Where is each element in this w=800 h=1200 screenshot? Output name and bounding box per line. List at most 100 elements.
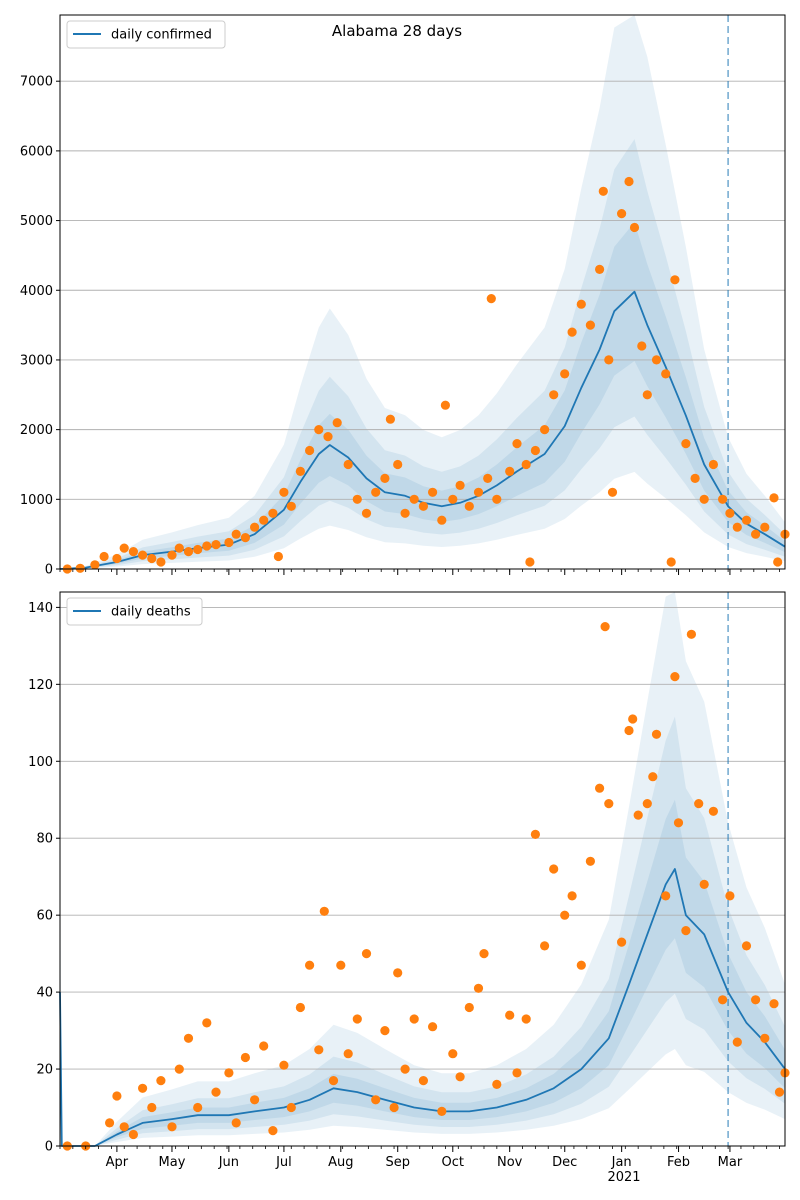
deaths-point bbox=[585, 856, 596, 866]
confirmed-y-tick-label: 7000 bbox=[20, 75, 53, 90]
confirmed-point bbox=[540, 425, 550, 435]
deaths-point bbox=[437, 1106, 447, 1116]
deaths-point bbox=[138, 1083, 148, 1093]
deaths-point bbox=[530, 829, 541, 840]
deaths-y-tick-label: 0 bbox=[45, 1140, 53, 1155]
deaths-x-tick-label: Feb bbox=[667, 1155, 690, 1170]
deaths-point bbox=[389, 1102, 399, 1113]
deaths-point bbox=[661, 891, 671, 901]
confirmed-point bbox=[624, 176, 634, 187]
deaths-point bbox=[409, 1014, 419, 1024]
deaths-axes-frame bbox=[59, 591, 786, 1147]
confirmed-point bbox=[751, 529, 761, 539]
confirmed-point bbox=[295, 466, 305, 476]
deaths-point bbox=[492, 1079, 502, 1089]
confirmed-point bbox=[661, 369, 671, 379]
deaths-point bbox=[774, 1087, 785, 1097]
deaths-y-tick-label: 80 bbox=[36, 832, 53, 847]
deaths-point bbox=[464, 1002, 474, 1013]
confirmed-point bbox=[448, 494, 458, 504]
deaths-point bbox=[694, 799, 704, 809]
deaths-point bbox=[361, 949, 372, 959]
confirmed-points bbox=[62, 176, 790, 574]
confirmed-point bbox=[760, 522, 770, 532]
confirmed-point bbox=[567, 327, 577, 337]
deaths-points bbox=[62, 622, 790, 1151]
confirmed-point bbox=[486, 294, 496, 304]
deaths-point bbox=[718, 995, 728, 1005]
confirmed-point bbox=[741, 515, 752, 525]
deaths-y-tick-label: 120 bbox=[28, 678, 53, 693]
confirmed-point bbox=[560, 369, 570, 379]
deaths-point bbox=[279, 1060, 289, 1070]
deaths-point bbox=[202, 1018, 212, 1028]
deaths-x-tick-label: Mar bbox=[718, 1155, 743, 1170]
deaths-point bbox=[371, 1095, 381, 1105]
confirmed-point bbox=[352, 494, 362, 504]
confirmed-point bbox=[773, 557, 783, 567]
deaths-band-2 bbox=[60, 799, 785, 1146]
confirmed-y-ticks: 0 1000 2000 3000 4000 5000 6000 7000 bbox=[20, 75, 60, 578]
confirmed-point bbox=[231, 529, 241, 539]
deaths-point bbox=[576, 960, 586, 970]
confirmed-point bbox=[492, 494, 502, 504]
confirmed-point bbox=[211, 540, 221, 550]
deaths-line bbox=[59, 868, 786, 1147]
confirmed-point bbox=[607, 487, 618, 497]
deaths-uncertainty-bands bbox=[60, 592, 785, 1146]
confirmed-legend: daily confirmed bbox=[66, 20, 226, 49]
deaths-x-tick-label: Jul bbox=[275, 1155, 292, 1170]
deaths-point bbox=[343, 1049, 353, 1059]
deaths-point bbox=[505, 1010, 515, 1020]
deaths-x-ticks: Apr May Jun Jul Aug Sep Oct Nov Dec Jan Feb Mar bbox=[59, 1146, 780, 1170]
deaths-point bbox=[633, 810, 643, 820]
confirmed-y-tick-label: 4000 bbox=[20, 284, 53, 299]
deaths-point bbox=[628, 714, 638, 724]
confirmed-point bbox=[273, 551, 283, 562]
confirmed-point bbox=[305, 445, 315, 456]
deaths-point bbox=[473, 983, 484, 993]
confirmed-point bbox=[361, 508, 372, 518]
confirmed-point bbox=[90, 560, 100, 570]
confirmed-y-tick-label: 0 bbox=[45, 563, 53, 578]
deaths-point bbox=[648, 772, 658, 782]
confirmed-point bbox=[183, 547, 194, 557]
deaths-point bbox=[305, 960, 315, 970]
deaths-y-tick-label: 140 bbox=[28, 601, 53, 616]
deaths-point bbox=[455, 1072, 465, 1082]
confirmed-point bbox=[202, 541, 212, 551]
confirmed-panel: 0 1000 2000 3000 4000 5000 6000 7000 Alabama 28… bbox=[20, 14, 790, 578]
deaths-point bbox=[314, 1045, 324, 1055]
deaths-point bbox=[741, 941, 752, 951]
confirmed-gridlines bbox=[60, 80, 785, 500]
confirmed-point bbox=[440, 400, 450, 410]
confirmed-point bbox=[595, 264, 605, 274]
deaths-point bbox=[319, 906, 329, 916]
deaths-point bbox=[725, 891, 735, 901]
confirmed-point bbox=[483, 473, 493, 483]
confirmed-y-tick-label: 1000 bbox=[20, 493, 53, 508]
deaths-point bbox=[268, 1126, 278, 1136]
confirmed-point bbox=[769, 493, 779, 503]
deaths-point bbox=[686, 629, 697, 639]
deaths-x-tick-label: Jun bbox=[218, 1155, 239, 1170]
confirmed-point bbox=[512, 439, 522, 449]
deaths-point bbox=[604, 799, 614, 809]
deaths-point bbox=[286, 1102, 296, 1113]
deaths-point bbox=[769, 999, 779, 1009]
deaths-point bbox=[567, 891, 577, 901]
deaths-point bbox=[681, 926, 691, 936]
deaths-point bbox=[400, 1064, 410, 1074]
deaths-point bbox=[760, 1033, 770, 1043]
confirmed-point bbox=[174, 543, 184, 553]
deaths-legend: daily deaths bbox=[66, 597, 203, 626]
deaths-y-ticks: 0 20 40 60 80 100 120 140 bbox=[28, 601, 60, 1155]
confirmed-point bbox=[629, 222, 640, 233]
confirmed-point bbox=[332, 418, 342, 428]
confirmed-point bbox=[286, 501, 296, 511]
confirmed-point bbox=[99, 551, 109, 562]
deaths-point bbox=[708, 806, 719, 816]
confirmed-point bbox=[112, 553, 122, 564]
confirmed-point bbox=[409, 494, 419, 504]
